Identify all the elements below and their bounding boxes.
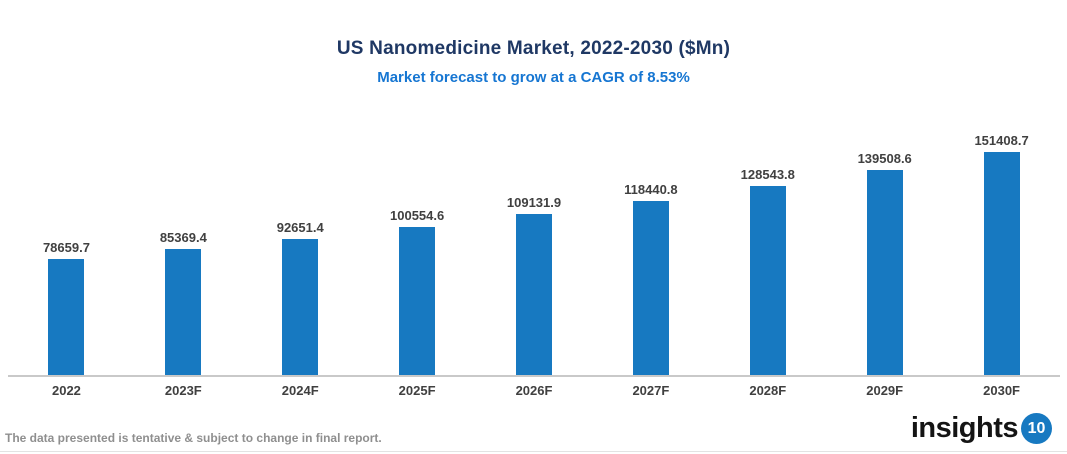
bar-value-label: 151408.7 [974,133,1029,148]
bar-value-label: 109131.9 [506,195,562,211]
bar-column: 151408.7 [943,133,1060,375]
bar [749,185,786,375]
bar [983,152,1020,375]
x-axis-label: 2030F [983,383,1020,398]
bar-value-label: 139508.6 [857,150,912,166]
bottom-divider [0,451,1067,452]
chart-title: US Nanomedicine Market, 2022-2030 ($Mn) [336,38,731,59]
bar-column: 128543.8 [709,167,826,375]
bar-column: 85369.4 [125,230,242,375]
bar [282,238,319,375]
chart-header: US Nanomedicine Market, 2022-2030 ($Mn) … [0,38,1067,86]
x-axis-label: 2025F [398,383,436,398]
bar-column: 109131.9 [476,195,593,375]
bar-column: 139508.6 [826,150,943,375]
bar-column: 118440.8 [592,182,709,375]
x-axis-label: 2022 [51,383,81,398]
bar-column: 78659.7 [8,240,125,375]
logo-text: insights [910,412,1019,444]
x-axis-label: 2026F [515,383,553,398]
bar-value-label: 118440.8 [624,181,678,197]
bar [399,226,436,375]
x-axis-label: 2028F [749,383,787,398]
x-axis-label: 2024F [281,383,319,398]
x-axis-label: 2027F [632,383,670,398]
bar-value-label: 92651.4 [276,219,324,235]
disclaimer-note: The data presented is tentative & subjec… [5,431,382,445]
insights10-logo: insights 10 [911,413,1052,444]
x-axis-label: 2023F [164,383,202,398]
bar-column: 100554.6 [359,208,476,375]
bar [165,249,202,375]
bar-value-label: 128543.8 [740,166,795,182]
bar [516,214,552,375]
x-axis-label: 2029F [866,383,904,398]
bar [48,259,85,375]
bar [866,169,903,375]
bar [632,200,669,375]
logo-badge: 10 [1021,413,1052,444]
bar-value-label: 85369.4 [159,230,207,246]
x-axis: 2022 2023F 2024F 2025F 2026F 2027F 2028F 2029F 2… [8,383,1060,398]
bar-column: 92651.4 [242,219,359,375]
bar-plot-area: 78659.7 85369.4 92651.4 100554.6 109131.9 118… [8,100,1060,377]
bar-value-label: 78659.7 [42,240,90,256]
bar-value-label: 100554.6 [390,207,445,223]
chart-subtitle: Market forecast to grow at a CAGR of 8.5… [377,69,690,86]
